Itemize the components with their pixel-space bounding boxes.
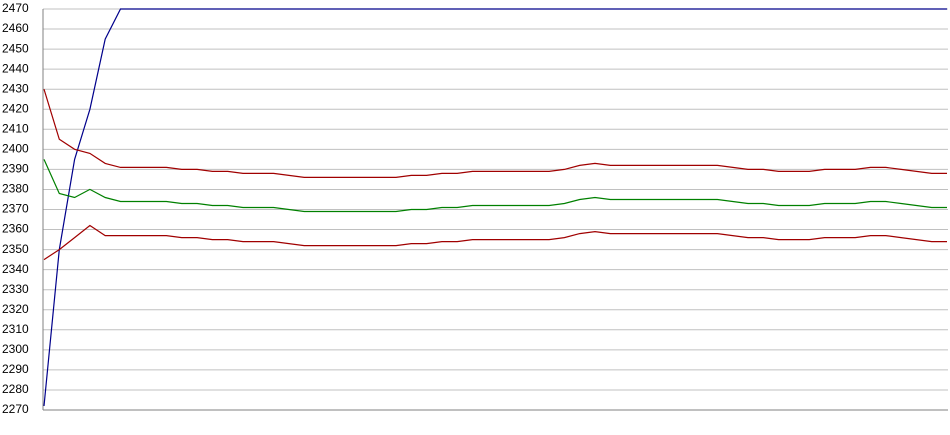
y-tick-label: 2420 <box>2 101 29 115</box>
y-tick-label: 2390 <box>2 162 29 176</box>
y-tick-label: 2320 <box>2 302 29 316</box>
y-tick-label: 2330 <box>2 282 29 296</box>
y-tick-label: 2300 <box>2 342 29 356</box>
y-tick-label: 2310 <box>2 322 29 336</box>
y-tick-label: 2290 <box>2 362 29 376</box>
y-tick-label: 2440 <box>2 61 29 75</box>
series-line <box>43 159 947 213</box>
series-line <box>43 8 947 407</box>
y-tick-label: 2370 <box>2 202 29 216</box>
y-tick-label: 2340 <box>2 262 29 276</box>
series-line <box>43 89 947 178</box>
y-tick-label: 2450 <box>2 41 29 55</box>
y-tick-label: 2280 <box>2 382 29 396</box>
series-line <box>43 224 947 261</box>
y-tick-label: 2360 <box>2 222 29 236</box>
y-tick-label: 2410 <box>2 121 29 135</box>
y-tick-label: 2400 <box>2 142 29 156</box>
y-tick-label: 2270 <box>2 402 29 416</box>
y-tick-label: 2430 <box>2 81 29 95</box>
y-tick-label: 2470 <box>2 1 29 15</box>
y-tick-label: 2460 <box>2 21 29 35</box>
y-tick-label: 2380 <box>2 182 29 196</box>
y-tick-label: 2350 <box>2 242 29 256</box>
